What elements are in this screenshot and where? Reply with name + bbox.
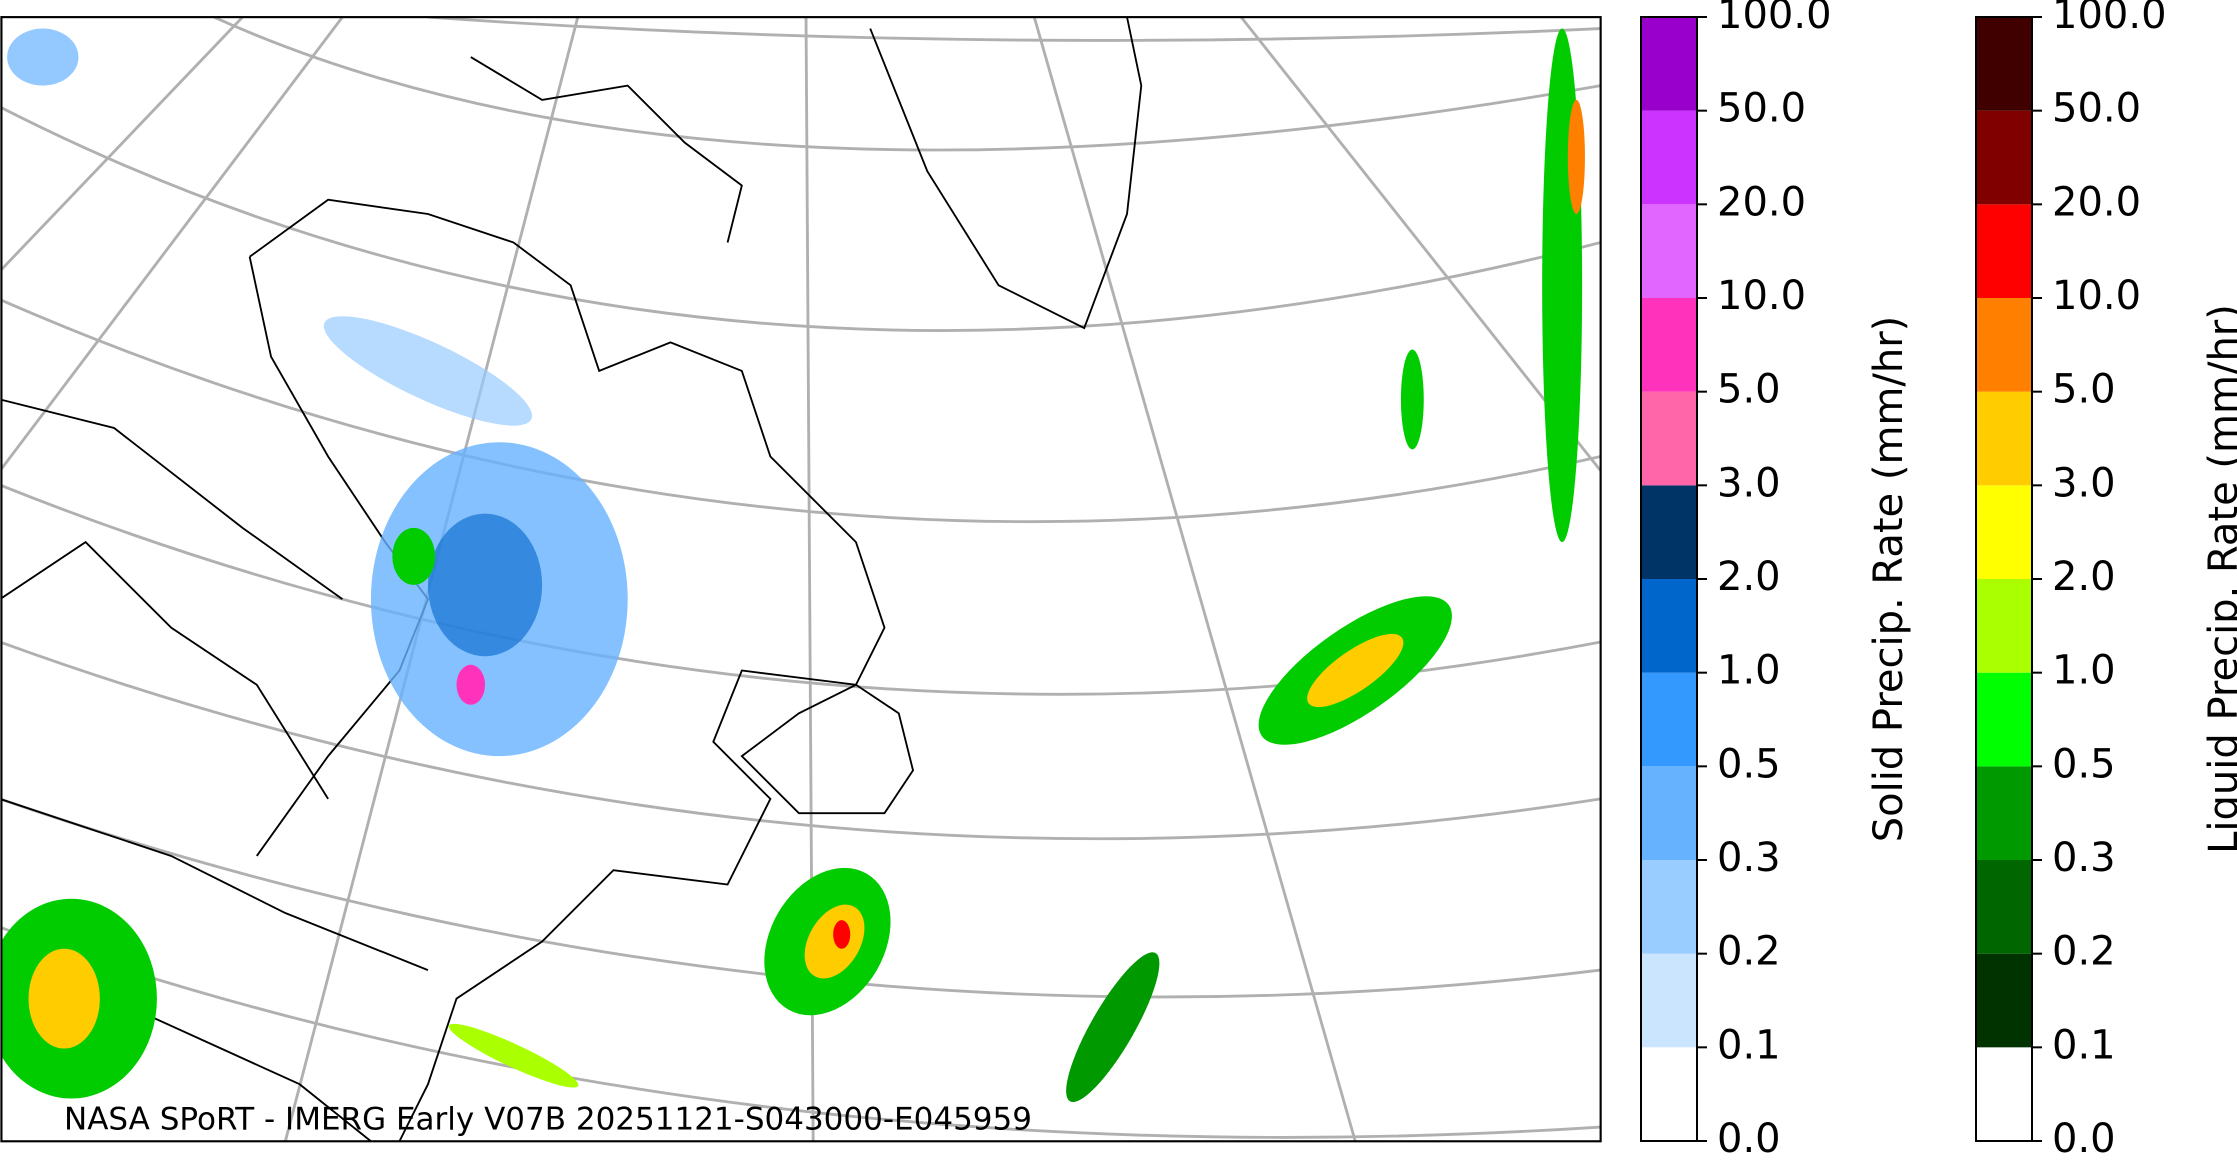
colorbar-tick-label: 10.0 <box>1717 273 1806 319</box>
colorbar-tick-label: 0.5 <box>2052 741 2116 787</box>
colorbar-segment <box>1641 860 1697 954</box>
colorbar-segment <box>1641 953 1697 1048</box>
map <box>0 16 1602 1143</box>
colorbar-segment <box>1976 391 2032 486</box>
colorbar-segment <box>1641 17 1697 111</box>
colorbar-tick-label: 5.0 <box>1717 367 1781 413</box>
colorbar-tick-label: 0.1 <box>1717 1022 1781 1068</box>
colorbar-tick-label: 3.0 <box>1717 460 1781 506</box>
coastlines <box>1 17 1143 1142</box>
colorbar-label: Solid Precip. Rate (mm/hr) <box>1866 316 1912 843</box>
colorbar-tick-label: 0.0 <box>2052 1116 2116 1162</box>
colorbar-segment <box>1976 953 2032 1048</box>
colorbar-tick-label: 100.0 <box>1717 0 1832 38</box>
colorbar-tick-label: 2.0 <box>1717 554 1781 600</box>
colorbar-tick-label: 1.0 <box>2052 648 2116 694</box>
colorbar-segment <box>1641 110 1697 205</box>
colorbar-segment <box>1976 860 2032 954</box>
colorbar-label: Liquid Precip. Rate (mm/hr) <box>2201 304 2237 854</box>
colorbar-tick-label: 1.0 <box>1717 648 1781 694</box>
colorbar-segment <box>1976 204 2032 298</box>
colorbar-tick-label: 2.0 <box>2052 554 2116 600</box>
colorbar-tick-label: 50.0 <box>1717 86 1806 132</box>
colorbar-segment <box>1976 672 2032 767</box>
colorbar-tick-label: 0.3 <box>1717 835 1781 881</box>
colorbar-tick-label: 100.0 <box>2052 0 2167 38</box>
caption: NASA SPoRT - IMERG Early V07B 20251121-S… <box>64 1102 1032 1138</box>
colorbar-tick-label: 0.0 <box>1717 1116 1781 1162</box>
colorbar-segment <box>1641 485 1697 579</box>
colorbar-tick-label: 20.0 <box>1717 179 1806 225</box>
colorbar-tick-label: 5.0 <box>2052 367 2116 413</box>
colorbar-tick-label: 10.0 <box>2052 273 2141 319</box>
colorbar-segment <box>1976 579 2032 673</box>
colorbar-segment <box>1641 298 1697 392</box>
colorbar-tick-label: 0.3 <box>2052 835 2116 881</box>
colorbar-segment <box>1976 485 2032 579</box>
colorbar-segment <box>1641 1047 1697 1141</box>
colorbar-segment <box>1976 766 2032 860</box>
colorbar-segment <box>1976 17 2032 111</box>
colorbar-segment <box>1641 391 1697 486</box>
colorbar-segment <box>1641 766 1697 860</box>
colorbar-tick-label: 0.1 <box>2052 1022 2116 1068</box>
colorbar-segment <box>1976 1047 2032 1141</box>
colorbar-segment <box>1976 110 2032 205</box>
graticule <box>1 17 1601 1142</box>
colorbar-tick-label: 50.0 <box>2052 86 2141 132</box>
colorbar-tick-label: 20.0 <box>2052 179 2141 225</box>
map-frame <box>0 16 1602 1143</box>
colorbar-tick-label: 3.0 <box>2052 460 2116 506</box>
precipitation <box>1 28 1585 1103</box>
colorbar-segment <box>1641 204 1697 298</box>
colorbar-tick-label: 0.5 <box>1717 741 1781 787</box>
colorbar-segment <box>1976 298 2032 392</box>
colorbar-segment <box>1641 672 1697 767</box>
colorbar-tick-label: 0.2 <box>1717 929 1781 975</box>
colorbar-tick-label: 0.2 <box>2052 929 2116 975</box>
colorbar-segment <box>1641 579 1697 673</box>
